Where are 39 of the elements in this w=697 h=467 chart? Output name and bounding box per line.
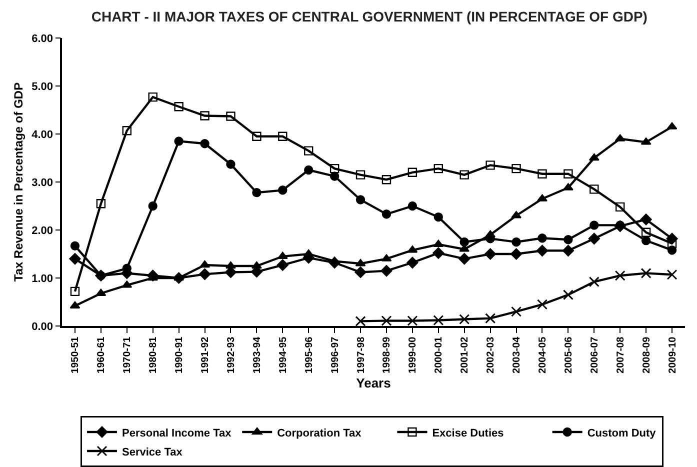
y-tick-label: 6.00 (32, 32, 54, 45)
x-tick-label: 2007-08 (615, 336, 626, 374)
y-axis-title: Tax Revenue in Percentage of GDP (11, 82, 26, 282)
x-tick-label: 2002-03 (486, 336, 497, 374)
y-tick-label: 4.00 (32, 128, 54, 141)
x-tick-label: 2006-07 (589, 336, 600, 374)
x-tick-label: 2004-05 (537, 336, 548, 374)
x-tick-label: 1980-81 (148, 336, 160, 374)
x-axis-title: Years (356, 376, 391, 391)
legend-label: Excise Duties (432, 427, 504, 440)
x-tick-label: 1993-94 (252, 336, 263, 374)
legend-label: Service Tax (122, 446, 184, 458)
x-tick-label: 1998-99 (382, 336, 393, 374)
legend-label: Custom Duty (587, 427, 657, 440)
y-tick-label: 5.00 (32, 80, 54, 93)
x-tick-label: 2005-06 (563, 336, 574, 374)
y-tick-label: 1.00 (32, 272, 54, 285)
x-tick-label: 1990-91 (174, 336, 186, 374)
legend-label: Personal Income Tax (122, 427, 232, 440)
x-tick-label: 2001-02 (460, 336, 471, 374)
y-tick-label: 2.00 (32, 224, 54, 237)
x-tick-label: 2000-01 (434, 336, 445, 374)
x-tick-label: 1994-95 (278, 336, 289, 374)
x-tick-label: 2008-09 (641, 336, 652, 374)
x-tick-label: 1970-71 (122, 336, 134, 374)
x-tick-label: 1997-98 (356, 336, 367, 374)
x-tick-label: 1999-00 (408, 336, 419, 374)
chart-title: CHART - II MAJOR TAXES OF CENTRAL GOVERNMENT (IN PERCENTAGE OF GDP) (91, 8, 648, 24)
x-tick-label: 1960-61 (96, 336, 108, 374)
legend-label: Corporation Tax (277, 427, 362, 440)
x-tick-label: 1991-92 (200, 336, 212, 374)
x-tick-label: 1992-93 (226, 336, 237, 374)
y-tick-label: 3.00 (32, 176, 54, 189)
y-tick-label: 0.00 (32, 320, 54, 333)
x-tick-label: 2009-10 (667, 336, 678, 374)
x-tick-label: 1995-96 (304, 336, 315, 374)
x-tick-label: 1950-51 (70, 336, 82, 374)
x-tick-label: 1996-97 (330, 336, 341, 374)
x-tick-label: 2003-04 (512, 336, 523, 374)
